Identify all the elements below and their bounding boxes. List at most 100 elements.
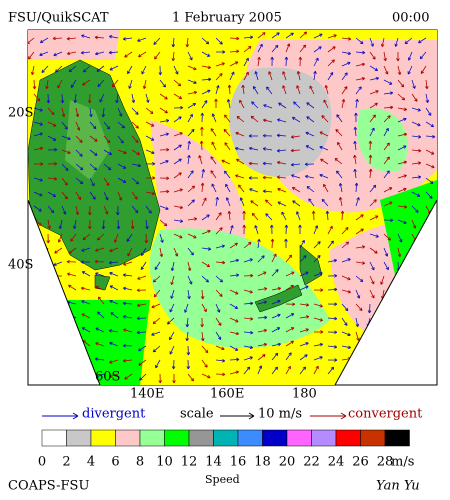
colorbar-tick-label: 6 — [111, 455, 119, 470]
colorbar-tick-label: 24 — [328, 455, 345, 470]
wind-arrow — [249, 188, 259, 193]
wind-arrow — [47, 177, 58, 181]
wind-arrow — [268, 71, 273, 81]
colorbar-cell — [360, 429, 386, 447]
wind-arrow — [319, 173, 329, 179]
wind-arrow — [355, 317, 360, 328]
wind-arrow — [355, 214, 364, 221]
wind-arrow — [353, 154, 357, 165]
wind-arrow — [383, 218, 394, 223]
wind-arrow — [80, 286, 91, 291]
wind-arrow — [383, 91, 394, 95]
wind-arrow — [369, 51, 376, 60]
wind-arrow — [327, 46, 336, 53]
wind-arrow — [248, 134, 258, 138]
wind-arrow — [236, 116, 245, 123]
wind-arrow — [336, 170, 343, 179]
map-edge — [27, 199, 438, 386]
wind-arrow — [185, 37, 190, 48]
wind-arrow — [47, 121, 57, 127]
wind-arrow — [407, 65, 413, 75]
wind-arrow — [282, 85, 287, 95]
wind-arrow — [81, 34, 91, 39]
wind-arrow — [313, 255, 321, 263]
wind-arrow — [243, 289, 253, 294]
wind-arrow — [225, 183, 231, 193]
wind-arrow — [369, 233, 379, 238]
wind-arrow — [425, 107, 432, 116]
wind-arrow — [33, 191, 43, 197]
wind-arrow — [187, 113, 193, 123]
wind-arrow — [159, 205, 169, 210]
wind-arrow — [299, 328, 309, 333]
wind-arrow — [277, 118, 287, 123]
wind-arrow — [117, 149, 127, 155]
wind-arrow — [380, 37, 385, 48]
wind-arrow — [383, 65, 389, 75]
wind-arrow — [131, 149, 140, 156]
wind-arrow — [151, 331, 161, 336]
wind-arrow — [187, 140, 191, 151]
wind-arrow — [103, 177, 110, 186]
wind-arrow — [70, 233, 77, 242]
wind-arrow — [47, 135, 57, 141]
wind-arrow — [215, 37, 223, 45]
wind-arrow — [290, 162, 301, 167]
wind-arrow — [145, 219, 149, 230]
wind-arrow — [103, 149, 113, 156]
wind-arrow — [61, 135, 71, 140]
wind-arrow — [263, 118, 273, 123]
wind-arrow — [187, 90, 198, 95]
wind-arrow — [265, 213, 273, 221]
wind-arrow — [215, 358, 226, 363]
wind-arrow — [75, 149, 83, 157]
wind-arrow — [241, 84, 245, 95]
wind-arrow — [131, 93, 136, 104]
wind-arrow — [199, 140, 204, 151]
colorbar-tick-label: 12 — [181, 455, 198, 470]
wind-arrow — [355, 331, 360, 341]
wind-arrow — [153, 289, 161, 298]
wind-arrow — [215, 85, 220, 95]
wind-arrow — [327, 316, 338, 321]
wind-arrow — [243, 330, 254, 335]
wind-arrow — [257, 287, 268, 291]
wind-arrow — [323, 183, 329, 193]
wind-arrow — [334, 158, 343, 165]
wind-arrow — [66, 259, 77, 264]
wind-arrow — [229, 71, 235, 81]
wind-arrow — [173, 93, 183, 100]
wind-arrow — [52, 36, 63, 41]
wind-arrow — [257, 56, 261, 67]
wind-arrow — [172, 374, 176, 384]
wind-arrow — [89, 191, 96, 200]
wind-arrow — [187, 199, 195, 207]
colorbar-cell — [90, 429, 116, 447]
wind-arrow — [187, 289, 191, 300]
wind-arrow — [270, 56, 274, 67]
wind-arrow — [170, 289, 175, 299]
wind-arrow — [369, 102, 378, 109]
wind-arrow — [80, 50, 91, 55]
wind-arrow — [224, 170, 231, 179]
wind-arrow — [369, 76, 380, 81]
wind-arrow — [252, 85, 259, 95]
wind-arrow — [138, 51, 147, 58]
wind-arrow — [229, 303, 239, 309]
wind-arrow — [101, 219, 106, 230]
wind-arrow — [285, 271, 295, 277]
wind-arrow — [170, 261, 175, 272]
wind-arrow — [383, 79, 393, 85]
wind-arrow — [266, 86, 273, 95]
wind-arrow — [229, 61, 239, 67]
wind-arrow — [299, 44, 307, 53]
wind-arrow — [299, 366, 306, 375]
wind-arrow — [47, 162, 58, 166]
map-area — [28, 30, 437, 385]
colorbar-tick-label: 10 — [156, 455, 173, 470]
wind-arrow — [47, 205, 55, 214]
wind-arrow — [46, 93, 51, 104]
colorbar-tick-label: 22 — [303, 455, 320, 470]
wind-arrow — [173, 65, 179, 75]
wind-arrow — [276, 175, 287, 180]
